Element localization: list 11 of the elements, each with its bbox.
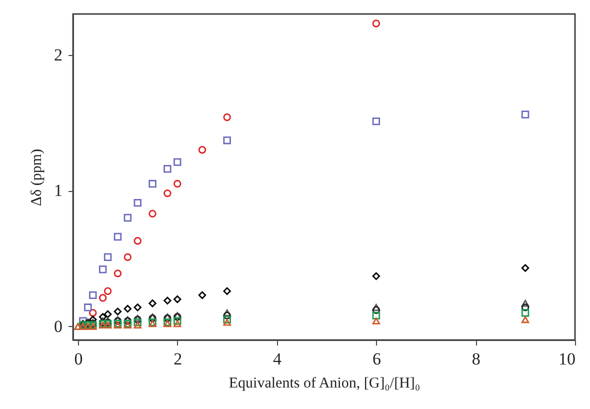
y-tick-label: 1: [54, 181, 62, 200]
y-tick-label: 2: [54, 45, 62, 64]
x-tick-label: 2: [174, 350, 182, 368]
x-tick-label: 4: [273, 350, 282, 368]
x-tick-label: 6: [372, 350, 381, 368]
x-axis-title: Equivalents of Anion, [G]₀/[H]₀: [228, 376, 420, 392]
y-tick-label: 0: [54, 316, 62, 336]
x-tick-label: 10: [558, 350, 576, 368]
x-tick-label: 8: [472, 350, 480, 368]
y-axis-title: Δδ (ppm): [29, 148, 45, 206]
x-tick-label: 0: [74, 350, 83, 368]
